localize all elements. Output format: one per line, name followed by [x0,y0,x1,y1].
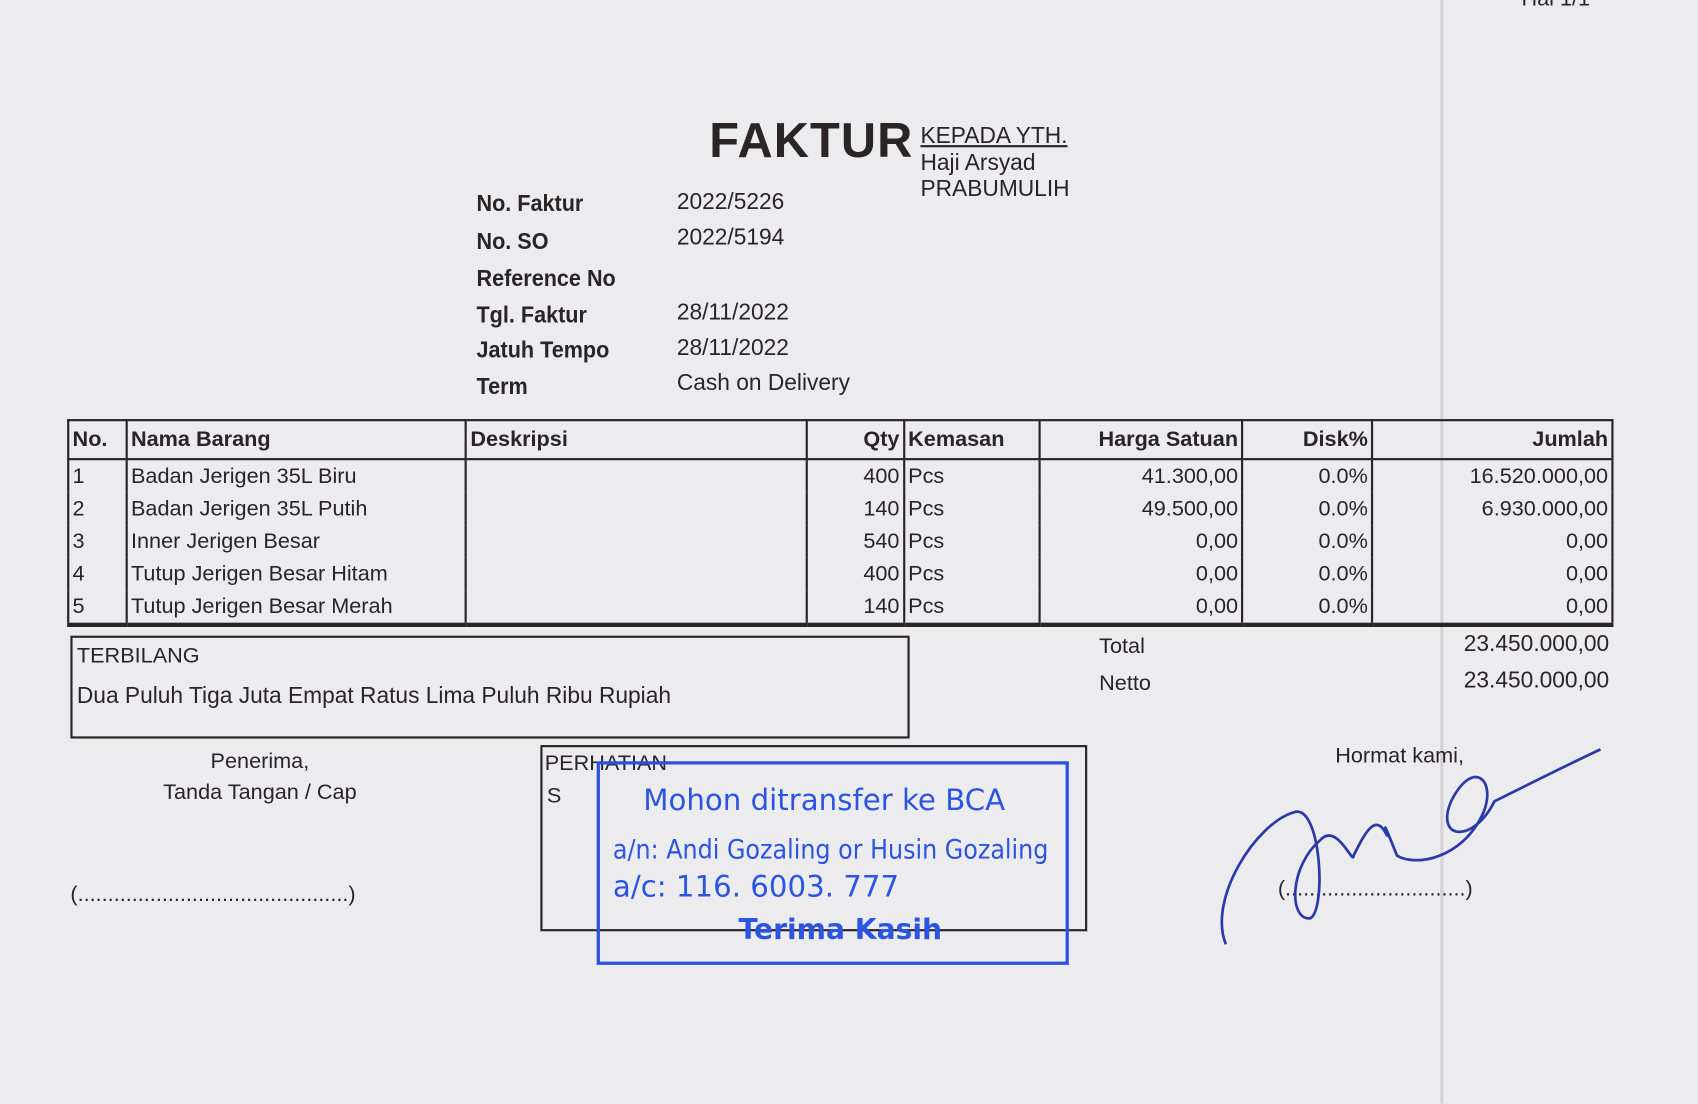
cell-qty: 140 [805,492,905,526]
cell-disk: 0.0% [1241,525,1374,558]
cell-deskripsi [464,557,808,591]
cell-harga-satuan: 49.500,00 [1038,492,1244,526]
recipient-heading: KEPADA YTH. [920,123,1068,149]
table-row: 2 Badan Jerigen 35L Putih 140 Pcs 49.500,00 0… [67,492,1614,526]
header-deskripsi: Deskripsi [464,419,808,461]
total-label: Total [1099,634,1145,659]
header-nama-barang: Nama Barang [125,419,468,461]
closing-text: Hormat kami, [1335,743,1464,768]
cell-jumlah: 0,00 [1371,590,1614,627]
meta-label: Reference No [476,266,616,292]
cell-no: 3 [67,525,128,558]
items-table: No. Nama Barang Deskripsi Qty Kemasan Ha… [67,419,1614,627]
table-row: 1 Badan Jerigen 35L Biru 400 Pcs 41.300,00 0.… [67,459,1614,493]
cell-jumlah: 6.930.000,00 [1371,492,1614,526]
receiver-label: Penerima, [210,749,310,774]
cell-deskripsi [464,492,808,526]
cell-disk: 0.0% [1241,590,1374,627]
cell-deskripsi [464,459,808,493]
cell-nama-barang: Badan Jerigen 35L Putih [125,492,468,526]
cell-qty: 140 [805,590,905,627]
signature-stroke [1220,748,1602,945]
cell-nama-barang: Inner Jerigen Besar [125,525,468,558]
receiver-signature-line: (.......................................… [70,882,356,907]
receiver-signature-label: Tanda Tangan / Cap [163,780,357,805]
total-value: 23.450.000,00 [1463,631,1610,657]
cell-kemasan: Pcs [902,525,1041,558]
recipient-city: PRABUMULIH [920,176,1070,202]
meta-label: No. Faktur [476,191,584,217]
table-row: 5 Tutup Jerigen Besar Merah 140 Pcs 0,00 0.0%… [67,590,1614,627]
meta-value: 28/11/2022 [676,335,789,361]
cell-kemasan: Pcs [902,557,1041,591]
cell-jumlah: 16.520.000,00 [1371,459,1614,493]
terbilang-box: TERBILANG Dua Puluh Tiga Juta Empat Ratu… [70,635,910,739]
cell-jumlah: 0,00 [1371,525,1614,558]
cell-nama-barang: Badan Jerigen 35L Biru [125,459,468,493]
cell-harga-satuan: 0,00 [1038,590,1244,627]
attention-text: S [546,784,562,808]
stamp-line-2: a/n: Andi Gozaling or Husin Gozaling [612,833,1049,866]
cell-qty: 400 [805,459,905,493]
meta-label: Jatuh Tempo [476,337,610,363]
table-row: 3 Inner Jerigen Besar 540 Pcs 0,00 0.0% 0,00 [67,525,1614,558]
cell-deskripsi [464,525,808,558]
cell-disk: 0.0% [1241,492,1374,526]
header-jumlah: Jumlah [1371,419,1614,461]
header-no: No. [67,419,128,461]
cell-nama-barang: Tutup Jerigen Besar Merah [125,590,468,627]
recipient-name: Haji Arsyad [920,150,1036,176]
header-qty: Qty [805,419,905,461]
meta-value: 2022/5194 [676,225,785,251]
header-disk: Disk% [1241,419,1374,461]
stamp-line-1: Mohon ditransfer ke BCA [643,784,1006,818]
header-kemasan: Kemasan [902,419,1041,461]
stamp-line-4: Terima Kasih [738,913,943,947]
cell-no: 5 [67,590,128,627]
meta-label: No. SO [476,229,549,255]
page-indicator: Hal 1/1 [1521,0,1590,12]
cell-no: 4 [67,557,128,591]
meta-value: 28/11/2022 [676,299,789,325]
cell-jumlah: 0,00 [1371,557,1614,591]
bank-transfer-stamp: Mohon ditransfer ke BCA a/n: Andi Gozali… [596,761,1069,965]
cell-disk: 0.0% [1241,459,1374,493]
meta-label: Term [476,374,528,400]
cell-no: 1 [67,459,128,493]
cell-qty: 540 [805,525,905,558]
terbilang-label: TERBILANG [76,644,200,669]
cell-kemasan: Pcs [902,459,1041,493]
header-harga-satuan: Harga Satuan [1038,419,1244,461]
netto-label: Netto [1099,671,1151,696]
table-row: 4 Tutup Jerigen Besar Hitam 400 Pcs 0,00 0.0%… [67,557,1614,591]
cell-nama-barang: Tutup Jerigen Besar Hitam [125,557,468,591]
sender-signature-line: (..............................) [1277,877,1473,901]
cell-kemasan: Pcs [902,590,1041,627]
terbilang-text: Dua Puluh Tiga Juta Empat Ratus Lima Pul… [76,683,672,709]
cell-harga-satuan: 0,00 [1038,557,1244,591]
meta-value: 2022/5226 [676,189,785,215]
table-header-row: No. Nama Barang Deskripsi Qty Kemasan Ha… [67,419,1614,461]
cell-qty: 400 [805,557,905,591]
cell-kemasan: Pcs [902,492,1041,526]
cell-deskripsi [464,590,808,627]
cell-disk: 0.0% [1241,557,1374,591]
document-title: FAKTUR [709,112,914,168]
meta-label: Tgl. Faktur [476,303,587,329]
cell-harga-satuan: 41.300,00 [1038,459,1244,493]
meta-value: Cash on Delivery [676,370,850,396]
stamp-line-3: a/c: 116. 6003. 777 [612,870,900,905]
handwritten-signature [1220,748,1602,945]
cell-no: 2 [67,492,128,526]
netto-value: 23.450.000,00 [1463,668,1610,694]
cell-harga-satuan: 0,00 [1038,525,1244,558]
